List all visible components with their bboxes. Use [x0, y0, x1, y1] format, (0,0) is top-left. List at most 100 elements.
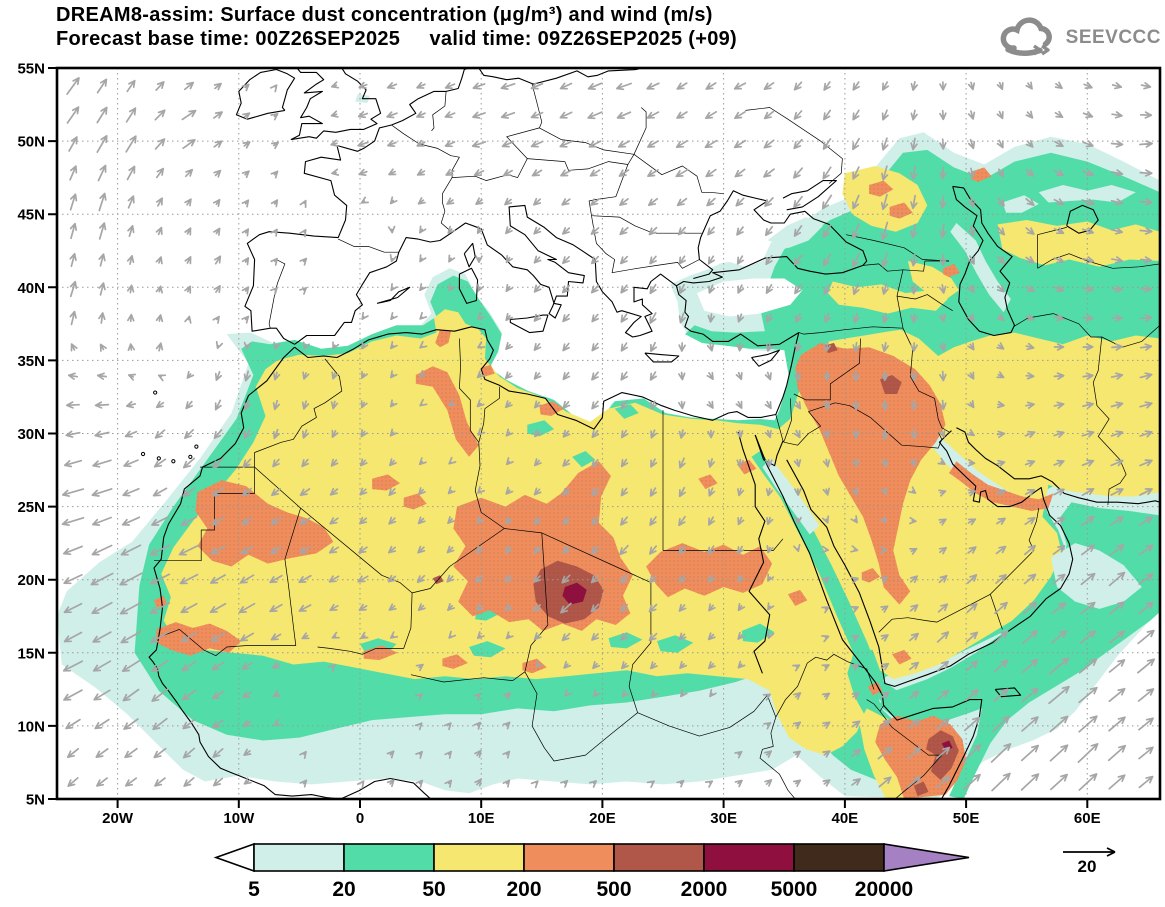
lat-label-20N: 20N: [17, 572, 45, 589]
lat-label-5N: 5N: [26, 792, 45, 809]
country-border: [633, 154, 724, 195]
axis-ticks: [48, 67, 1089, 808]
country-border: [410, 671, 526, 683]
coastline: [458, 267, 479, 304]
country-border: [846, 234, 950, 262]
dust-region-level-3: [907, 261, 959, 299]
colorbar-label-20: 20: [332, 878, 355, 901]
lat-label-30N: 30N: [17, 426, 45, 443]
colorbar-segment-5: [703, 843, 795, 872]
country-border: [159, 466, 301, 657]
country-border: [431, 91, 447, 132]
coastline: [244, 68, 470, 345]
coastline: [782, 180, 837, 211]
coastline: [463, 242, 476, 268]
wind-reference-arrow: [1063, 847, 1116, 857]
country-border: [775, 414, 784, 441]
country-border: [254, 358, 343, 468]
lon-label-10E: 10E: [468, 810, 495, 827]
lon-label-0: 0: [356, 810, 364, 827]
coastline: [751, 349, 780, 367]
country-border: [1013, 313, 1127, 506]
coastline: [235, 68, 296, 120]
logo-text: SEEVCCC: [1065, 27, 1161, 48]
colorbar-segment-1: [343, 843, 435, 872]
coastline: [1066, 204, 1099, 234]
coastline: [294, 252, 400, 345]
lon-label-60E: 60E: [1074, 810, 1101, 827]
axes: 55N 50N 45N 40N 35N 30N 25N 20N 15N 10N 5N 20W 10W 0 1…: [17, 61, 1100, 828]
colorbar-left-arrow: [213, 842, 255, 873]
coastline: [398, 190, 868, 338]
country-border: [862, 260, 950, 272]
map-area: [48, 66, 1162, 808]
coastline: [509, 314, 549, 334]
country-border: [524, 671, 638, 762]
coastline: [754, 434, 785, 467]
lon-label-20W: 20W: [102, 810, 134, 827]
wind-reference-label: 20: [1078, 857, 1097, 876]
coastline: [478, 68, 642, 85]
country-border: [588, 164, 702, 234]
island: [194, 444, 199, 449]
colorbar-label-2000: 2000: [681, 878, 728, 901]
lat-label-10N: 10N: [17, 718, 45, 735]
lat-label-40N: 40N: [17, 280, 45, 297]
country-border: [564, 154, 635, 171]
lat-label-15N: 15N: [17, 645, 45, 662]
country-border: [807, 653, 875, 690]
coastline: [148, 346, 432, 799]
country-border: [793, 338, 861, 401]
colorbar-segment-4: [613, 843, 705, 872]
country-border: [1101, 325, 1160, 348]
lat-label-35N: 35N: [17, 353, 45, 370]
wind-arrows: [61, 77, 1155, 792]
country-border: [478, 386, 500, 443]
coastline: [294, 285, 800, 430]
dust-region-level-2: [572, 451, 596, 468]
lat-label-50N: 50N: [17, 134, 45, 151]
island: [188, 454, 193, 459]
coastline: [786, 430, 1074, 687]
dust-region-level-0: [706, 234, 773, 264]
coastline: [952, 185, 1016, 337]
country-border: [896, 294, 953, 311]
dust-region-level-1: [762, 458, 820, 535]
country-border: [504, 528, 652, 687]
coastline: [956, 427, 1160, 505]
country-border: [775, 662, 808, 718]
figure-title: DREAM8-assim: Surface dust concentration…: [56, 4, 713, 26]
country-border: [835, 402, 943, 449]
country-border: [866, 699, 884, 712]
colorbar-segment-0: [253, 843, 345, 872]
colorbar-label-50: 50: [422, 878, 445, 901]
country-border: [391, 124, 460, 178]
country-border: [902, 328, 950, 433]
colorbar-label-200: 200: [506, 878, 541, 901]
country-border: [539, 107, 647, 155]
country-border: [338, 238, 399, 253]
dust-region-level-2: [741, 623, 775, 643]
dust-region-level-2: [527, 420, 554, 437]
coastline: [290, 68, 325, 141]
island: [140, 451, 146, 457]
country-border: [784, 402, 836, 446]
country-border: [506, 84, 543, 159]
dust-region-level-2: [608, 632, 643, 649]
dust-region-level-2: [614, 404, 639, 419]
country-border: [154, 466, 255, 562]
lat-label-55N: 55N: [17, 61, 45, 78]
dust-region-level-1: [1050, 543, 1142, 609]
lon-label-40E: 40E: [832, 810, 859, 827]
coastline: [994, 687, 1022, 698]
colorbar-segment-2: [433, 843, 525, 872]
lon-label-30E: 30E: [710, 810, 737, 827]
colorbar-label-20000: 20000: [855, 878, 913, 901]
country-border: [637, 694, 768, 737]
coastline: [644, 352, 680, 363]
country-border: [1037, 253, 1160, 269]
country-border: [759, 695, 796, 799]
cloud-icon: [1000, 17, 1052, 56]
